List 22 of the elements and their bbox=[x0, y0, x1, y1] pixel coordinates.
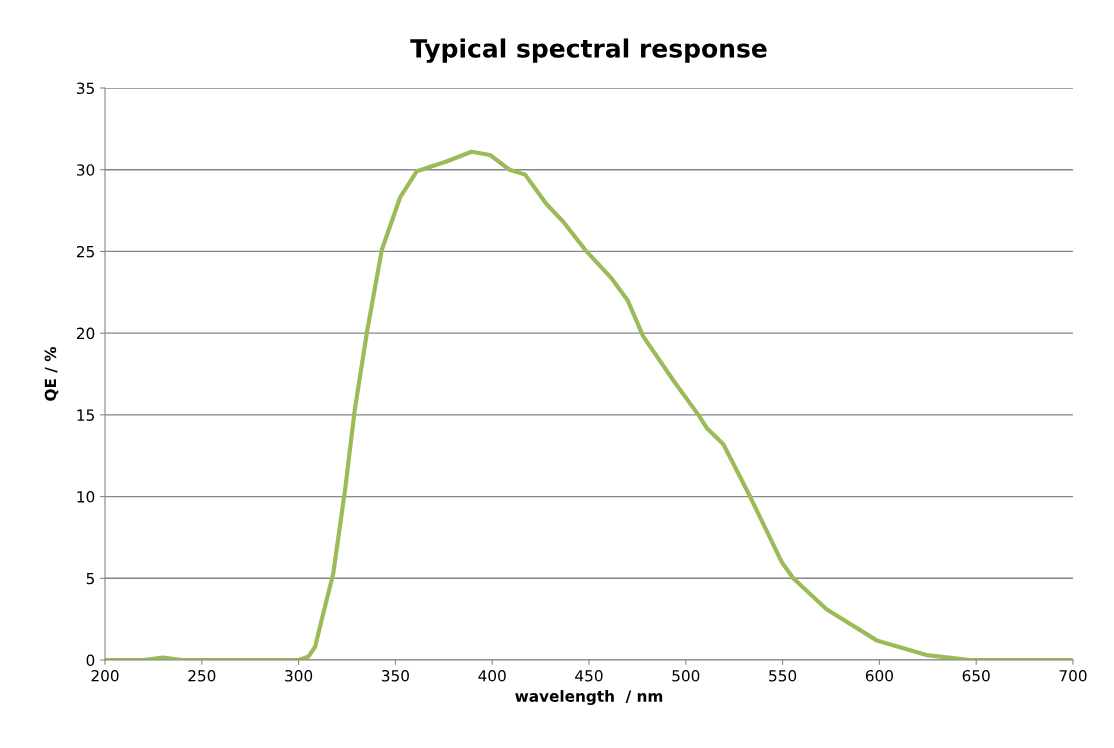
x-tick-label: 600 bbox=[865, 669, 893, 682]
x-tick-label: 700 bbox=[1059, 669, 1087, 682]
x-tick-label: 200 bbox=[91, 669, 119, 682]
x-axis-title: wavelength / nm bbox=[515, 690, 663, 705]
y-tick-label: 25 bbox=[76, 245, 94, 258]
y-axis-title: QE / % bbox=[44, 347, 59, 401]
y-tick-label: 30 bbox=[77, 164, 95, 176]
y-tick-label: 0 bbox=[86, 654, 95, 667]
y-tick-label: 10 bbox=[77, 491, 95, 503]
x-tick-label: 450 bbox=[575, 669, 603, 682]
y-tick-label: 5 bbox=[86, 572, 94, 585]
chart-title: Typical spectral response bbox=[410, 38, 767, 63]
x-tick-label: 400 bbox=[478, 669, 506, 682]
x-tick-label: 500 bbox=[672, 669, 700, 682]
x-tick-label: 550 bbox=[769, 669, 797, 682]
x-tick-label: 650 bbox=[962, 669, 990, 682]
x-tick-label: 350 bbox=[381, 669, 409, 682]
x-tick-label: 250 bbox=[188, 669, 216, 682]
y-tick-label: 20 bbox=[76, 327, 95, 340]
y-tick-label: 35 bbox=[77, 82, 94, 95]
y-tick-label: 15 bbox=[77, 409, 94, 421]
x-tick-label: 300 bbox=[285, 669, 313, 682]
